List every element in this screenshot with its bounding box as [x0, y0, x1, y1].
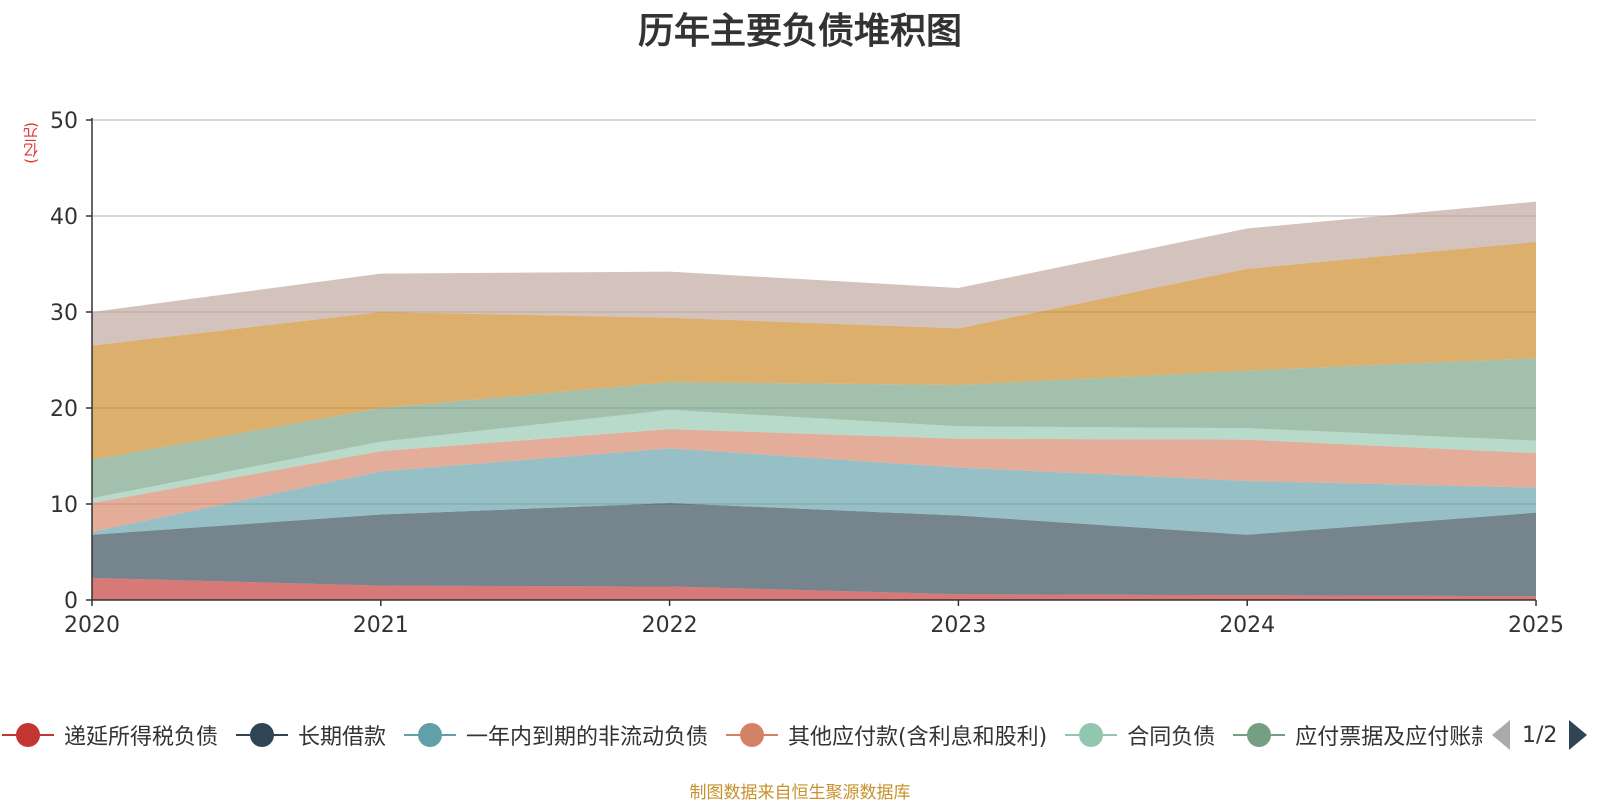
legend-label: 长期借款 — [298, 725, 387, 750]
x-tick-label-2021: 2021 — [353, 613, 409, 638]
chart-title: 历年主要负债堆积图 — [637, 11, 962, 52]
legend: 递延所得税负债 长期借款 一年内到期的非流动负债 其他应付款(含利息和股利) 合同负债 应… — [0, 718, 1600, 752]
area-series-6 — [92, 358, 1536, 499]
legend-marker-icon — [726, 722, 779, 748]
legend-marker-icon — [404, 722, 457, 748]
y-tick-label-0: 0 — [64, 589, 78, 614]
legend-item[interactable]: 长期借款 — [236, 718, 386, 752]
legend-marker-icon — [1065, 722, 1118, 748]
legend-item[interactable]: 其他应付款(含利息和股利) — [726, 718, 1047, 752]
area-series-4 — [92, 429, 1536, 532]
legend-marker-icon — [1233, 722, 1286, 748]
legend-label: 其他应付款(含利息和股利) — [788, 725, 1048, 750]
legend-label: 应付票据及应付账款 — [1295, 725, 1482, 750]
legend-prev-icon[interactable] — [1492, 720, 1510, 750]
legend-label: 一年内到期的非流动负债 — [466, 725, 709, 750]
legend-label: 合同负债 — [1127, 725, 1216, 750]
data-source-note: 制图数据来自恒生聚源数据库 — [689, 783, 911, 803]
y-tick-label-50: 50 — [50, 109, 78, 134]
legend-pager: 1/2 — [1492, 718, 1588, 752]
y-tick-label-30: 30 — [50, 301, 78, 326]
legend-item[interactable]: 应付票据及应付账款 — [1233, 718, 1482, 752]
x-tick-label-2020: 2020 — [64, 613, 120, 638]
legend-next-icon[interactable] — [1569, 720, 1588, 750]
legend-items: 递延所得税负债 长期借款 一年内到期的非流动负债 其他应付款(含利息和股利) 合同负债 应… — [0, 718, 1482, 752]
y-axis-unit-label: (亿元) — [22, 122, 40, 164]
legend-item[interactable]: 合同负债 — [1065, 718, 1215, 752]
legend-page-indicator: 1/2 — [1522, 722, 1558, 748]
area-series-7 — [92, 241, 1536, 460]
area-series-1 — [92, 577, 1536, 600]
legend-marker-icon — [2, 722, 54, 748]
area-series-8 — [92, 201, 1536, 346]
x-tick-label-2025: 2025 — [1508, 613, 1564, 638]
area-series-3 — [92, 448, 1536, 535]
x-tick-label-2023: 2023 — [930, 613, 986, 638]
y-tick-label-40: 40 — [50, 205, 78, 230]
y-tick-label-10: 10 — [50, 493, 78, 518]
legend-marker-icon — [236, 722, 289, 748]
area-series-5 — [92, 409, 1536, 504]
x-tick-label-2022: 2022 — [642, 613, 698, 638]
area-series-2 — [92, 503, 1536, 597]
legend-item[interactable]: 一年内到期的非流动负债 — [404, 718, 708, 752]
legend-item[interactable]: 递延所得税负债 — [2, 718, 218, 752]
x-tick-label-2024: 2024 — [1219, 613, 1275, 638]
legend-label: 递延所得税负债 — [64, 725, 219, 750]
y-tick-label-20: 20 — [50, 397, 78, 422]
